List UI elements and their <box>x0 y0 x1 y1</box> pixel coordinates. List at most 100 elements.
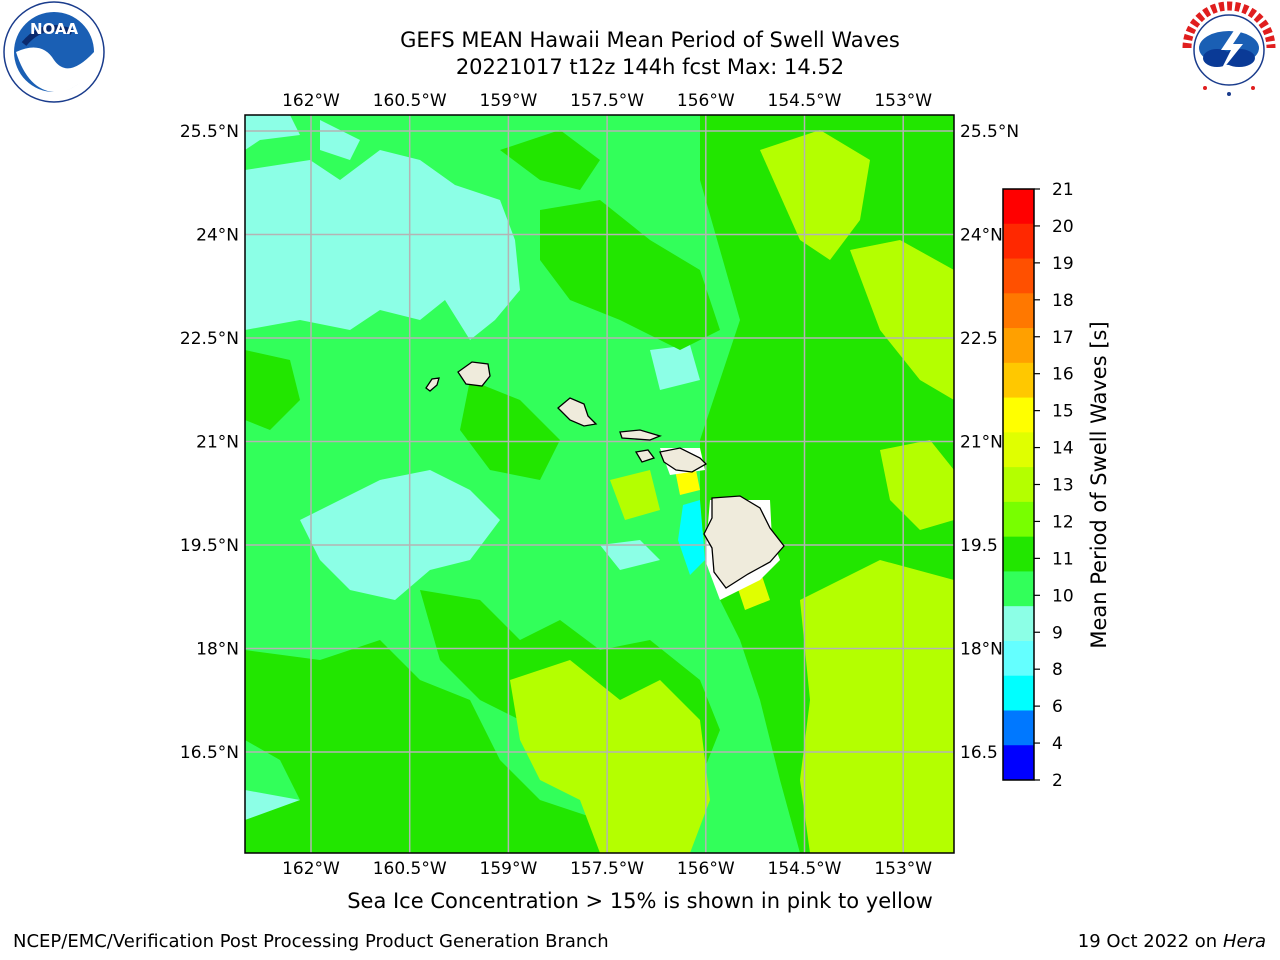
lon-tick-label: 157.5°W <box>570 91 644 111</box>
contour-11-12-upper <box>540 200 720 350</box>
lon-tick-label: 162°W <box>282 859 340 879</box>
island-molokai <box>619 429 662 441</box>
colorbar-tick-label: 15 <box>1052 402 1074 422</box>
lon-tick-label: 156°W <box>677 859 735 879</box>
lat-labels-left: 25.5°N 24°N 22.5°N 21°N 19.5°N 18°N 16.5°N <box>180 122 239 763</box>
colorbar-tick-label: 21 <box>1052 180 1074 200</box>
contour-11-12-north <box>500 130 600 190</box>
colorbar-swatch <box>1003 606 1034 642</box>
lat-labels-right: 25.5°N 24°N 22.5 21°N 19.5 18°N 16.5 <box>960 122 1019 763</box>
chart-title: GEFS MEAN Hawaii Mean Period of Swell Wa… <box>400 28 900 52</box>
colorbar-tick-label: 2 <box>1052 771 1063 791</box>
lat-tick-label-right: 19.5 <box>960 536 998 556</box>
colorbar-tick-label: 8 <box>1052 660 1063 680</box>
colorbar-tick-label: 16 <box>1052 365 1074 385</box>
colorbar-tick-label: 12 <box>1052 512 1074 532</box>
lat-tick-label-right: 24°N <box>960 226 1003 246</box>
colorbar-swatch <box>1003 571 1034 607</box>
colorbar-swatch <box>1003 189 1034 225</box>
island-lanai <box>634 449 656 463</box>
island-maui <box>659 447 708 473</box>
lon-tick-label: 156°W <box>677 91 735 111</box>
colorbar-tick-label: 17 <box>1052 328 1074 348</box>
lon-tick-label: 159°W <box>480 91 538 111</box>
colorbar-tick-label: 18 <box>1052 291 1074 311</box>
contour-12-13-ne <box>760 130 870 260</box>
colorbar-swatch <box>1003 745 1034 781</box>
contour-9-10-lee <box>600 540 660 570</box>
colorbar-swatch <box>1003 223 1034 260</box>
contour-8-9-kona <box>678 500 705 575</box>
contour-9-10-corner <box>245 115 300 150</box>
contour-12-13-e1 <box>850 240 954 400</box>
map-gridlines <box>245 115 954 853</box>
colorbar-swatch <box>1003 675 1034 711</box>
contour-11-12-west <box>245 350 300 430</box>
colorbar-tick-label: 19 <box>1052 254 1074 274</box>
colorbar-tick-label: 6 <box>1052 697 1063 717</box>
chart-subtitle: 20221017 t12z 144h fcst Max: 14.52 <box>455 55 845 79</box>
colorbar-tick-label: 11 <box>1052 549 1074 569</box>
colorbar-label: Mean Period of Swell Waves [s] <box>1087 321 1111 648</box>
colorbar-tick-label: 4 <box>1052 734 1063 754</box>
footer-host: Hera <box>1222 931 1266 952</box>
lat-tick-label: 24°N <box>196 226 239 246</box>
lat-tick-label-right: 21°N <box>960 433 1003 453</box>
lat-tick-label: 25.5°N <box>180 122 239 142</box>
colorbar-tick-label: 20 <box>1052 217 1074 237</box>
contour-12-13-lee <box>610 470 660 520</box>
contour-9-10-patch <box>320 120 360 160</box>
island-hawaii <box>703 495 785 589</box>
lon-labels-top: 162°W 160.5°W 159°W 157.5°W 156°W 154.5°W 153°… <box>282 91 932 111</box>
colorbar-tick-label: 9 <box>1052 623 1063 643</box>
footer-date: 19 Oct 2022 on Hera <box>1078 931 1266 952</box>
contour-12-13-s <box>510 660 710 853</box>
colorbar-swatch <box>1003 710 1034 746</box>
lat-tick-label: 22.5°N <box>180 329 239 349</box>
lon-tick-label: 153°W <box>874 859 932 879</box>
lon-tick-label: 160.5°W <box>373 859 447 879</box>
lon-tick-label: 157.5°W <box>570 859 644 879</box>
islands <box>425 361 785 589</box>
lon-tick-label: 154.5°W <box>768 859 842 879</box>
lat-tick-label: 19.5°N <box>180 536 239 556</box>
lon-tick-label: 154.5°W <box>768 91 842 111</box>
colorbar-tick-label: 10 <box>1052 586 1074 606</box>
noaa-logo-icon: NOAA <box>3 1 105 103</box>
island-oahu <box>557 397 598 427</box>
lat-tick-label-right: 22.5 <box>960 329 998 349</box>
nws-logo-icon <box>1181 1 1277 98</box>
lat-tick-label: 21°N <box>196 433 239 453</box>
colorbar: 21 20 19 18 17 16 15 14 13 12 11 10 9 8 6 4 2 <box>1002 180 1074 791</box>
footer-credit: NCEP/EMC/Verification Post Processing Pr… <box>13 931 609 952</box>
colorbar-swatch <box>1003 397 1034 433</box>
footer-date-text: 19 Oct 2022 on <box>1077 931 1223 952</box>
lon-tick-label: 159°W <box>480 859 538 879</box>
contour-11-12-oahu <box>460 380 560 480</box>
lon-tick-label: 162°W <box>282 91 340 111</box>
lon-tick-label: 160.5°W <box>373 91 447 111</box>
contour-field <box>245 115 954 853</box>
lat-tick-label: 18°N <box>196 640 239 660</box>
colorbar-swatch <box>1003 362 1034 399</box>
map-frame <box>244 114 955 854</box>
colorbar-swatch <box>1003 432 1034 468</box>
colorbar-tick-label: 13 <box>1052 476 1074 496</box>
island-niihau <box>425 377 440 392</box>
lat-tick-label-right: 18°N <box>960 640 1003 660</box>
colorbar-swatch <box>1003 293 1034 329</box>
lon-labels-bottom: 162°W 160.5°W 159°W 157.5°W 156°W 154.5°W 153°… <box>282 859 932 879</box>
contour-9-10-nw <box>245 150 520 340</box>
colorbar-swatch <box>1003 258 1034 294</box>
colorbar-swatch <box>1003 328 1034 364</box>
colorbar-swatch <box>1003 501 1034 538</box>
contour-12-13-e2 <box>880 440 954 530</box>
lon-tick-label: 153°W <box>874 91 932 111</box>
colorbar-swatch <box>1003 536 1034 572</box>
contour-11-12-south <box>245 640 620 853</box>
colorbar-tick-label: 14 <box>1052 439 1074 459</box>
colorbar-swatch <box>1003 467 1034 503</box>
sea-ice-note: Sea Ice Concentration > 15% is shown in … <box>347 889 933 913</box>
island-kauai <box>457 361 491 387</box>
